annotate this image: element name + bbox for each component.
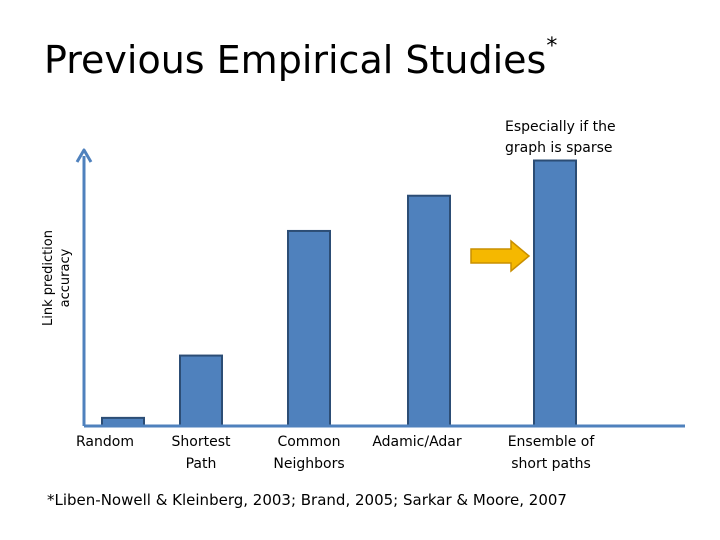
- x-tick-label-1: Shortest Path: [172, 434, 231, 472]
- y-axis-arrowhead: [75, 148, 93, 163]
- bar-2: [287, 229, 331, 427]
- title-footnote-marker: *: [546, 34, 558, 60]
- footnote: *Liben-Nowell & Kleinberg, 2003; Brand, …: [47, 491, 567, 509]
- x-tick-label-3: Adamic/Adar: [372, 434, 462, 450]
- annotation-arrow: [470, 239, 531, 273]
- annotation-text: Especially if the graph is sparse: [505, 119, 616, 156]
- bar-1: [179, 354, 223, 427]
- title-text: Previous Empirical Studies: [44, 38, 547, 82]
- bar-4: [533, 159, 577, 427]
- y-axis-label: Link prediction accuracy: [41, 230, 73, 326]
- x-tick-label-2: Common Neighbors: [273, 434, 344, 472]
- bar-3: [407, 194, 451, 427]
- x-tick-label-4: Ensemble of short paths: [508, 434, 596, 472]
- slide-title: Previous Empirical Studies*: [44, 35, 557, 82]
- x-tick-label-0: Random: [76, 434, 134, 450]
